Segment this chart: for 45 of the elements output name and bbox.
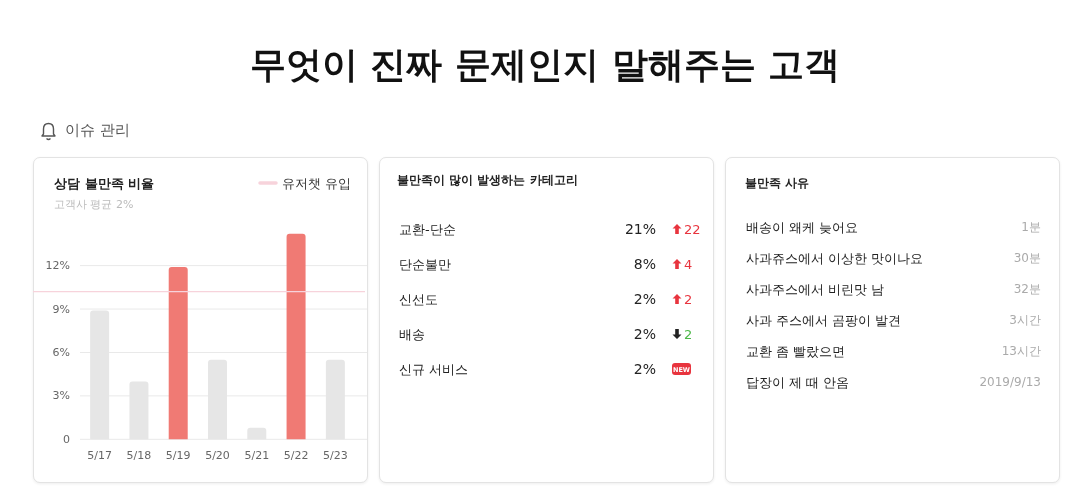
x-tick-label: 5/19 <box>165 448 191 461</box>
data-label: 2% <box>633 290 656 307</box>
category-label: 답장이 제 때 안옴 <box>745 374 849 389</box>
text: 불만족이 많이 발생하는 카테고리 <box>396 172 578 187</box>
text: 불만족 사유 <box>744 175 809 190</box>
x-tick-label: 5/23 <box>322 448 348 461</box>
y-tick-label: 9% <box>52 302 70 316</box>
category-label: 신규 서비스 <box>398 361 468 376</box>
data-label: 22 <box>683 221 701 236</box>
y-tick-label: 0 <box>62 432 70 446</box>
text: 13시간 <box>1001 343 1041 358</box>
legend-label: 유저챗 유입 <box>281 175 351 190</box>
category-label: 교환 좀 빨랐으면 <box>745 343 845 358</box>
y-tick-label: 3% <box>52 388 70 402</box>
category-label: 사과주스에서 비린맛 남 <box>745 281 884 296</box>
category-label: 단순불만 <box>398 256 451 271</box>
category-label: 교환-단순 <box>398 221 456 236</box>
text: 3시간 <box>1008 312 1041 327</box>
data-label: 2 <box>683 326 692 341</box>
text: 2019/9/13 <box>978 374 1041 389</box>
x-tick-label: 5/22 <box>283 448 308 461</box>
text: 1분 <box>1020 219 1041 234</box>
y-tick-label: 12% <box>45 258 70 272</box>
category-label: 배송이 왜케 늦어요 <box>745 219 858 234</box>
chart-subtitle: 고객사 평균 2% <box>53 197 133 210</box>
x-tick-label: 5/17 <box>86 448 112 461</box>
data-label: 2% <box>633 360 656 377</box>
data-label: 21% <box>624 220 656 237</box>
category-label: 사과쥬스에서 이상한 맛이나요 <box>745 250 923 265</box>
category-label: 신선도 <box>398 291 438 306</box>
data-label: 2 <box>683 291 692 306</box>
x-tick-label: 5/18 <box>126 448 151 461</box>
text: 32분 <box>1013 281 1041 296</box>
data-label: 2% <box>633 325 656 342</box>
x-tick-label: 5/21 <box>243 448 269 461</box>
text: 무엇이 진짜 문제인지 말해주는 고객 <box>249 43 841 85</box>
chart-title: 상담 불만족 비율 <box>53 175 154 190</box>
data-label: 4 <box>683 256 692 271</box>
text: 이슈 관리 <box>65 121 130 139</box>
x-tick-label: 5/20 <box>204 448 230 461</box>
category-label: 사과 주스에서 곰팡이 발견 <box>745 312 901 327</box>
category-label: 배송 <box>398 326 425 341</box>
y-tick-label: 6% <box>52 345 70 359</box>
text: 30분 <box>1013 250 1041 265</box>
data-label: 8% <box>633 255 656 272</box>
